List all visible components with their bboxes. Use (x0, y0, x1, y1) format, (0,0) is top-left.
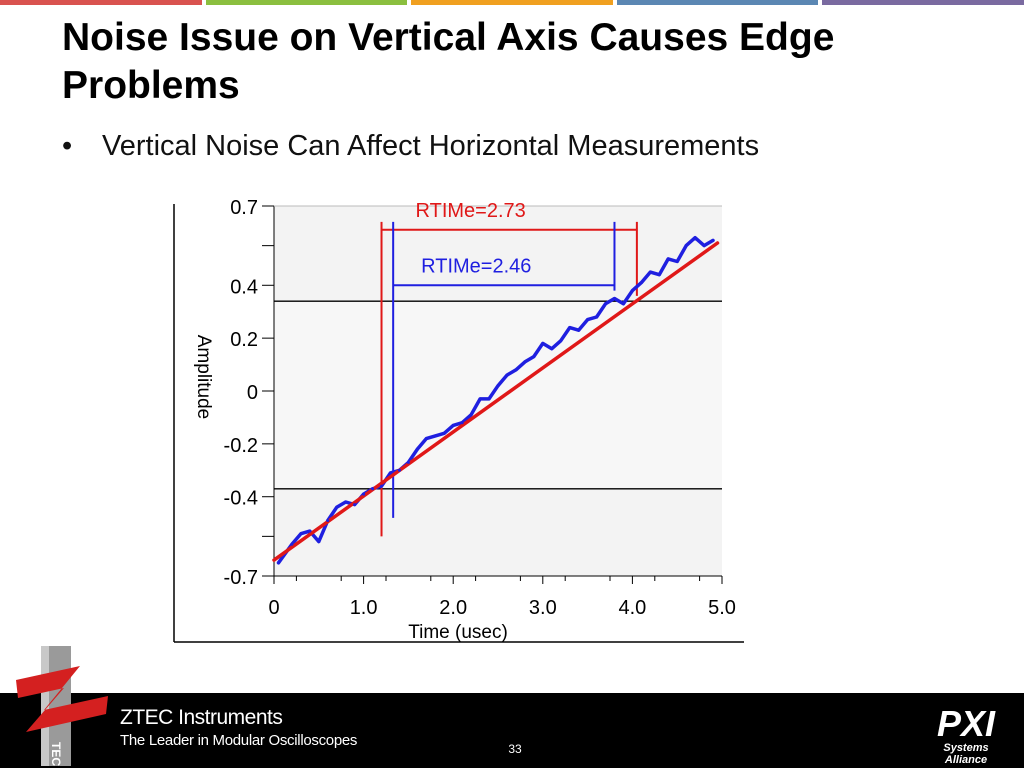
pxi-subtitle: Systems Alliance (943, 742, 989, 766)
pxi-logo-text: PXI (937, 703, 996, 744)
signal-point (424, 437, 428, 441)
y-tick-label: -0.4 (224, 488, 258, 510)
signal-point (406, 460, 410, 464)
signal-point (639, 281, 643, 285)
signal-point (299, 532, 303, 536)
signal-point (451, 423, 455, 427)
signal-point (326, 519, 330, 522)
signal-point (478, 397, 482, 401)
top-color-segment (411, 0, 613, 5)
signal-point (541, 341, 545, 345)
bullet-item: • Vertical Noise Can Affect Horizontal Me… (62, 126, 759, 166)
signal-point (532, 355, 536, 359)
signal-point (290, 542, 294, 546)
signal-point (505, 373, 509, 377)
signal-point (442, 431, 446, 435)
pxi-logo-icon: PXI (937, 703, 996, 744)
signal-point (630, 289, 634, 293)
ideal-signal-line (272, 241, 720, 562)
x-tick-label: 0 (268, 597, 279, 619)
signal-point (371, 487, 375, 491)
signal-point (675, 260, 679, 263)
ztec-logo-z (16, 666, 108, 732)
signal-point (353, 503, 357, 507)
y-tick-label: 0.7 (230, 197, 258, 219)
footer-bar (0, 693, 1024, 768)
signal-point (415, 447, 419, 451)
signal-point (612, 297, 616, 300)
signal-point (577, 328, 581, 332)
x-tick-label: 1.0 (350, 597, 378, 619)
signal-point (514, 368, 518, 372)
signal-point (362, 492, 366, 496)
signal-point (666, 257, 670, 261)
signal-point (568, 326, 572, 330)
signal-point (496, 384, 500, 388)
slide-title: Noise Issue on Vertical Axis Causes Edge… (62, 16, 835, 107)
top-color-segment (0, 0, 202, 5)
signal-point (344, 500, 348, 504)
page-number: 33 (508, 742, 522, 756)
ztec-logo-icon: TEC (16, 646, 108, 766)
signal-point (308, 529, 312, 533)
rise-time-label: RTIMe=2.46 (421, 255, 531, 277)
signal-point (433, 434, 437, 438)
y-tick-label: -0.7 (224, 567, 258, 589)
signal-point (621, 302, 625, 306)
y-axis-label: Amplitude (193, 335, 214, 420)
company-tagline: The Leader in Modular Oscilloscopes (120, 732, 358, 749)
top-color-bar (0, 0, 1024, 5)
bullet-dot: • (62, 130, 73, 162)
signal-point (684, 244, 688, 248)
signal-point (559, 339, 563, 343)
signal-point (523, 360, 527, 364)
top-color-segment (205, 0, 408, 5)
bullet-text: Vertical Noise Can Affect Horizontal Mea… (102, 130, 760, 162)
signal-point (702, 244, 706, 248)
company-name: ZTEC Instruments (120, 706, 283, 729)
signal-point (595, 315, 599, 319)
signal-point (550, 347, 554, 351)
y-tick-label: 0 (247, 382, 258, 404)
signal-point (693, 236, 697, 240)
y-tick-label: 0.2 (230, 329, 258, 351)
top-color-segment (616, 0, 819, 5)
signal-point (487, 397, 491, 401)
signal-point (317, 540, 321, 544)
signal-point (648, 270, 652, 274)
x-tick-label: 4.0 (618, 597, 646, 619)
y-tick-label: 0.4 (230, 276, 258, 298)
y-tick-label: -0.2 (224, 435, 258, 457)
signal-point (388, 471, 392, 475)
signal-point (397, 468, 401, 472)
signal-point (469, 413, 473, 417)
x-axis-label: Time (usec) (408, 622, 508, 643)
signal-point (460, 421, 464, 425)
signal-point (711, 238, 715, 242)
rise-time-chart: 0.7 0.4 0.2 0 -0.2 -0.4 -0.7 0 1.0 2.0 3.0 4.0 5.0 Ti… (170, 196, 746, 646)
x-tick-label: 2.0 (439, 597, 467, 619)
signal-point (380, 484, 384, 488)
x-tick-label: 3.0 (529, 597, 557, 619)
rise-time-label: RTIMe=2.73 (416, 200, 526, 222)
ztec-logo-letters: TEC (49, 742, 63, 766)
band-region (274, 301, 722, 489)
top-color-segment (822, 0, 1024, 5)
ztec-logo-bar-highlight (41, 646, 49, 766)
signal-point (335, 505, 339, 509)
x-tick-label: 5.0 (708, 597, 736, 619)
signal-point (657, 273, 661, 277)
signal-point (604, 302, 608, 306)
signal-point (586, 318, 590, 322)
signal-point (276, 561, 280, 565)
